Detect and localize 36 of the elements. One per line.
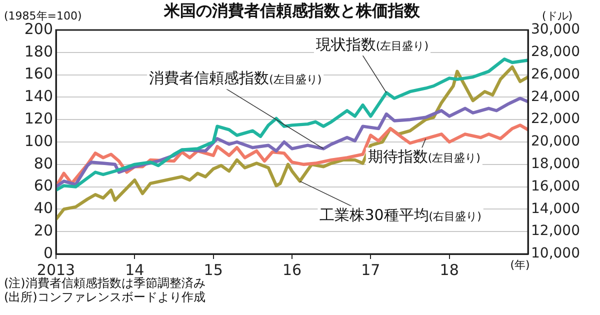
x-tick-label: 18 — [440, 260, 459, 279]
y2-tick-label: 26,000 — [531, 66, 580, 82]
y2-tick-label: 16,000 — [531, 178, 580, 194]
text: (注)消費者信頼感指数は季節調整済み — [4, 276, 206, 290]
y-tick-label: 160 — [24, 64, 53, 83]
y2-tick-label: 12,000 — [531, 223, 580, 240]
y-tick-label: 200 — [24, 20, 53, 38]
x-axis-title: (年) — [510, 258, 530, 272]
y-tick-label: 60 — [34, 176, 53, 195]
x-tick-label: 16 — [282, 260, 302, 279]
text: 現状指数(左目盛り) — [316, 36, 429, 54]
y-tick-label: 80 — [34, 154, 53, 172]
series-label: 期待指数(左目盛り) — [368, 148, 480, 166]
text: 工業株30種平均(右目盛り) — [320, 206, 482, 224]
y2-tick-label: 20,000 — [531, 134, 580, 150]
y2-tick-label: 18,000 — [531, 156, 580, 172]
y-tick-label: 0 — [43, 244, 53, 262]
y2-tick-label: 22,000 — [531, 111, 580, 128]
y2-tick-label: 28,000 — [531, 44, 580, 60]
y-tick-label: 180 — [24, 42, 53, 60]
y2-axis-title: (ドル) — [542, 9, 573, 22]
y2-tick-label: 10,000 — [531, 246, 580, 262]
y2-tick-label: 14,000 — [531, 200, 580, 217]
y2-tick-label: 24,000 — [531, 88, 580, 105]
y-tick-label: 20 — [34, 221, 53, 240]
x-tick-label: 17 — [361, 260, 380, 279]
y-axis-title: (1985年=100) — [4, 9, 82, 22]
y-tick-label: 40 — [34, 199, 53, 218]
x-tick-label: 15 — [204, 260, 223, 279]
text: 消費者信頼感指数(左目盛り) — [149, 69, 322, 88]
y-tick-label: 120 — [24, 109, 53, 128]
y2-tick-label: 30,000 — [531, 22, 580, 38]
text: (出所)コンファレンスボードより作成 — [4, 290, 206, 304]
chart-title: 米国の消費者信頼感指数と株価指数 — [163, 1, 421, 20]
y-tick-label: 100 — [24, 132, 53, 150]
y-tick-label: 140 — [24, 87, 53, 106]
